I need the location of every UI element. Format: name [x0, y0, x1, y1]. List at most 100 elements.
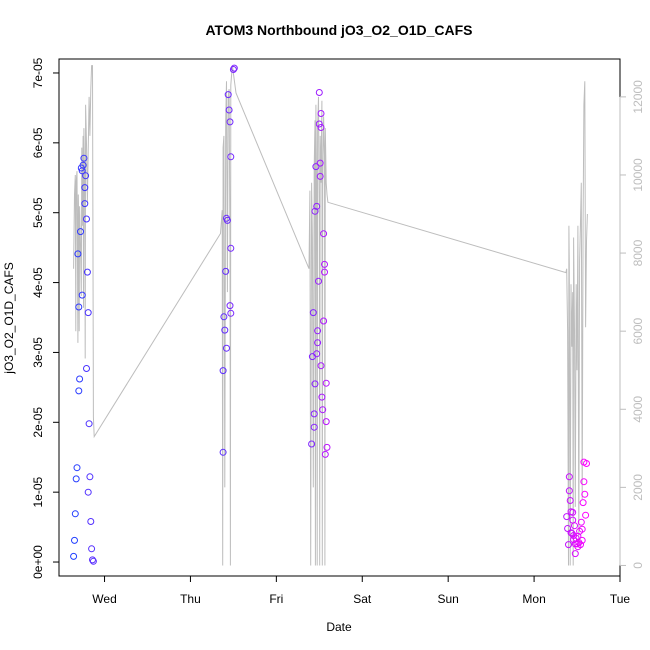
y-tick-label: 3e-05	[31, 337, 45, 368]
data-point	[82, 172, 90, 180]
data-point	[219, 367, 227, 375]
data-point	[322, 379, 330, 387]
altitude-tick-label: 10000	[631, 158, 645, 192]
data-point	[71, 536, 78, 544]
data-point	[219, 448, 227, 456]
data-point	[309, 309, 317, 317]
y-tick-label: 6e-05	[31, 127, 45, 158]
data-point	[579, 499, 587, 507]
data-point	[72, 475, 80, 483]
data-point	[227, 244, 235, 252]
data-point	[580, 478, 588, 486]
data-point	[227, 153, 235, 161]
altitude-tick-label: 6000	[631, 317, 645, 344]
data-point	[582, 511, 590, 519]
y-tick-label: 2e-05	[31, 407, 45, 438]
data-point	[89, 557, 97, 565]
altitude-line-layer	[73, 65, 588, 566]
data-point	[577, 541, 584, 549]
x-axis: Wed Thu Fri Sat Sun Mon Tue	[92, 575, 631, 606]
data-point	[75, 387, 83, 395]
data-point	[310, 410, 318, 418]
x-tick-label: Thu	[180, 592, 201, 606]
data-point	[581, 490, 589, 498]
data-point	[314, 339, 322, 347]
data-point	[74, 250, 82, 258]
data-point	[314, 327, 322, 335]
data-point	[319, 406, 327, 414]
altitude-tick-label: 12000	[631, 80, 645, 114]
x-tick-label: Tue	[610, 592, 631, 606]
x-tick-label: Wed	[92, 592, 116, 606]
data-point	[77, 228, 84, 236]
data-point	[76, 375, 84, 383]
data-point	[81, 184, 89, 192]
x-axis-label: Date	[326, 620, 352, 634]
data-point	[78, 167, 86, 175]
y-tick-label: 1e-05	[31, 476, 45, 507]
data-point	[71, 510, 79, 518]
data-point	[316, 159, 324, 167]
altitude-tick-label: 0	[631, 562, 645, 569]
data-point	[89, 556, 96, 564]
data-point	[564, 525, 572, 532]
data-point	[317, 110, 325, 117]
data-point	[316, 172, 324, 180]
data-point	[222, 267, 230, 275]
data-point	[578, 525, 586, 533]
data-point	[321, 450, 329, 458]
data-point	[315, 277, 322, 285]
data-point	[81, 200, 89, 208]
y-tick-label: 0e+00	[31, 545, 45, 579]
data-point	[578, 536, 586, 544]
data-point	[313, 202, 321, 210]
data-point	[318, 393, 326, 401]
altitude-tick-label: 8000	[631, 239, 645, 266]
data-point	[86, 473, 94, 481]
data-point	[565, 487, 573, 495]
data-point	[317, 362, 325, 370]
data-point	[321, 260, 328, 268]
data-point	[221, 326, 229, 334]
data-point	[323, 443, 331, 451]
data-point	[229, 66, 237, 73]
data-point	[80, 154, 88, 162]
data-point	[226, 118, 234, 126]
data-point	[83, 215, 90, 223]
data-point	[566, 497, 574, 504]
y-tick-label: 7e-05	[31, 57, 45, 88]
data-point	[308, 440, 316, 448]
data-point	[223, 344, 230, 352]
data-point	[78, 291, 86, 299]
data-point	[565, 541, 572, 549]
data-point	[88, 545, 96, 553]
data-point	[83, 268, 91, 276]
data-point	[73, 464, 81, 472]
data-point	[311, 207, 319, 215]
data-point	[315, 120, 323, 128]
altitude-line	[73, 65, 588, 566]
data-point	[75, 303, 83, 311]
points-layer	[70, 64, 590, 565]
altitude-tick-label: 2000	[631, 474, 645, 501]
data-point	[312, 163, 320, 171]
altitude-axis: 0 2000 4000 6000 8000 10000 12000	[619, 80, 645, 569]
data-point	[563, 513, 571, 521]
data-point	[320, 230, 328, 238]
data-point	[311, 380, 319, 388]
data-point	[321, 268, 328, 276]
altitude-tick-label: 4000	[631, 396, 645, 423]
data-point	[571, 522, 578, 530]
data-point	[568, 529, 576, 537]
data-point	[569, 508, 577, 516]
data-point	[85, 420, 93, 428]
data-point	[223, 216, 231, 224]
x-tick-label: Mon	[522, 592, 545, 606]
data-point	[565, 473, 573, 481]
data-point	[583, 460, 590, 467]
x-tick-label: Sun	[437, 592, 458, 606]
data-point	[83, 365, 90, 372]
data-point	[87, 518, 95, 525]
data-point	[317, 124, 325, 131]
